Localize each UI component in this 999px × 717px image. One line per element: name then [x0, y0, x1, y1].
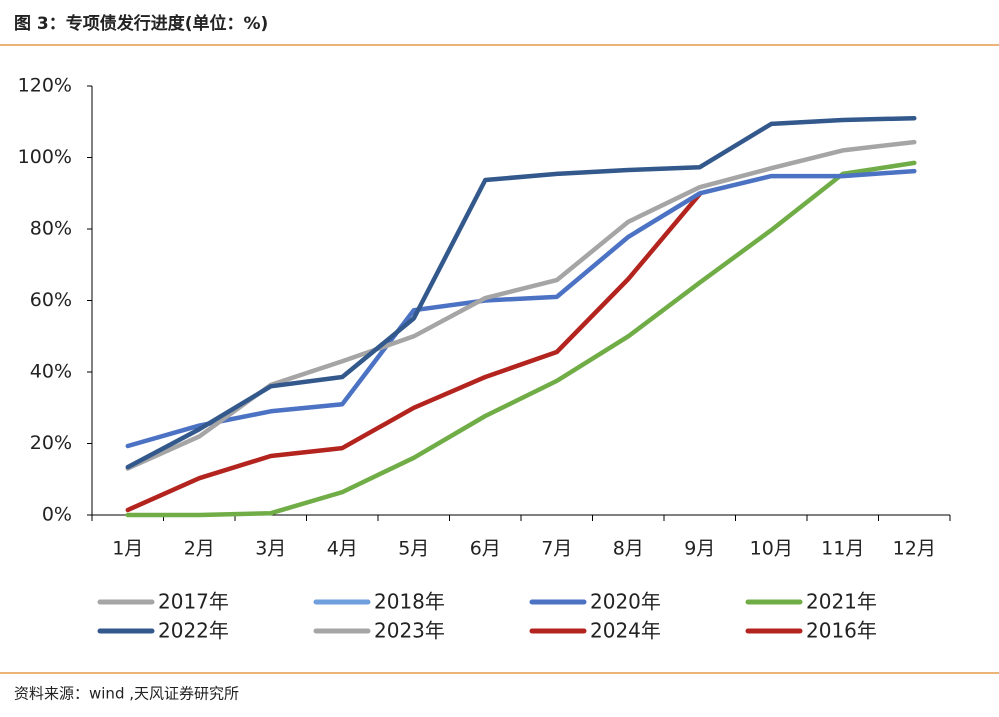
series-line [125, 191, 703, 513]
x-tick-label: 4月 [327, 538, 358, 560]
source-note: 资料来源：wind ,天风证券研究所 [14, 685, 239, 703]
legend-label: 2021年 [806, 590, 877, 614]
x-tick-label: 12月 [893, 538, 936, 560]
x-tick-label: 7月 [541, 538, 572, 560]
series-line [125, 139, 917, 471]
series-line [125, 115, 917, 470]
x-tick-label: 10月 [750, 538, 793, 560]
legend-label: 2024年 [590, 619, 661, 643]
series-line [125, 168, 917, 449]
y-tick-label: 80% [30, 218, 72, 240]
y-tick-label: 40% [30, 361, 72, 383]
series-line [125, 160, 917, 518]
legend-label: 2022年 [158, 619, 229, 643]
legend-label: 2023年 [374, 619, 445, 643]
y-tick-label: 120% [18, 75, 72, 97]
x-tick-label: 2月 [184, 538, 215, 560]
x-tick-label: 8月 [613, 538, 644, 560]
y-tick-label: 100% [18, 146, 72, 168]
x-tick-label: 11月 [821, 538, 864, 560]
x-tick-label: 3月 [255, 538, 286, 560]
legend-label: 2018年 [374, 590, 445, 614]
x-tick-label: 5月 [398, 538, 429, 560]
chart-title: 图 3：专项债发行进度(单位：%) [14, 13, 268, 34]
x-tick-label: 6月 [470, 538, 501, 560]
legend-label: 2020年 [590, 590, 661, 614]
x-tick-label: 1月 [112, 538, 143, 560]
y-tick-label: 0% [42, 504, 72, 526]
y-tick-label: 20% [30, 432, 72, 454]
y-tick-label: 60% [30, 289, 72, 311]
x-tick-label: 9月 [684, 538, 715, 560]
legend-label: 2017年 [158, 590, 229, 614]
legend-label: 2016年 [806, 619, 877, 643]
